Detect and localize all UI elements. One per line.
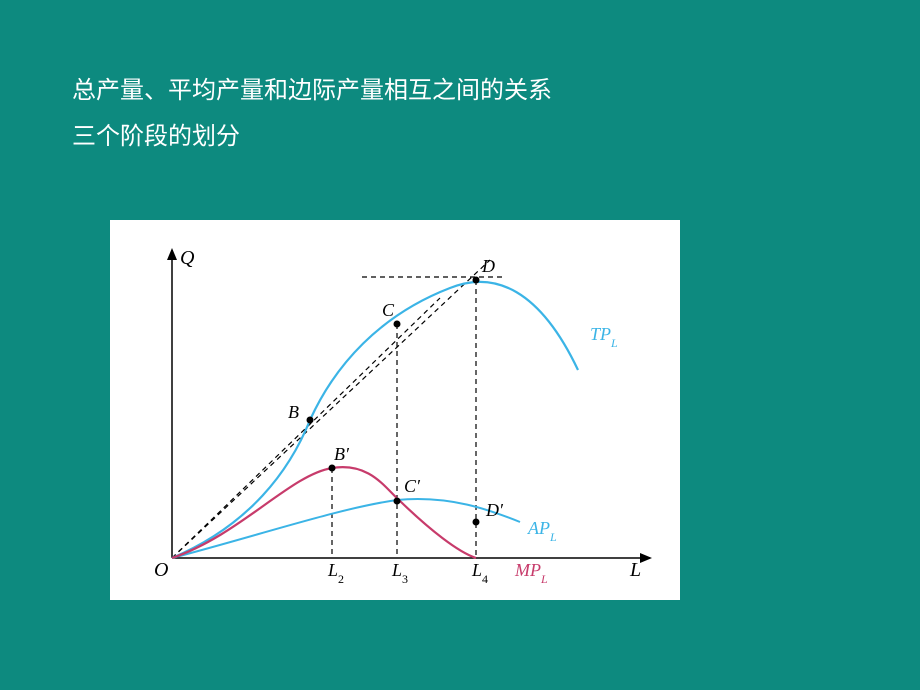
svg-text:B: B (288, 402, 299, 422)
production-chart: B C D B′ C′ D′ Q L O L2 L3 L4 TPL APL MPL (110, 220, 680, 600)
svg-text:C′: C′ (404, 476, 421, 496)
x-tick-labels: L2 L3 L4 (327, 560, 488, 586)
curve-tp (172, 282, 578, 558)
svg-text:D′: D′ (485, 500, 504, 520)
curve-labels: TPL APL MPL (514, 324, 618, 586)
svg-text:L4: L4 (471, 560, 488, 586)
svg-text:C: C (382, 300, 395, 320)
x-axis-label: L (629, 559, 641, 581)
svg-text:APL: APL (527, 518, 557, 544)
curve-mp (172, 467, 476, 558)
vertical-guides (332, 280, 476, 558)
svg-text:MPL: MPL (514, 560, 548, 586)
svg-text:B′: B′ (334, 444, 350, 464)
origin-label: O (154, 559, 168, 581)
chart-svg: B C D B′ C′ D′ Q L O L2 L3 L4 TPL APL MPL (110, 220, 680, 600)
marked-points: B C D B′ C′ D′ (288, 256, 504, 526)
axes (167, 248, 652, 563)
slide-title: 总产量、平均产量和边际产量相互之间的关系 三个阶段的划分 (72, 68, 552, 159)
svg-text:TPL: TPL (590, 324, 618, 350)
y-axis-label: Q (180, 247, 195, 269)
svg-text:D: D (481, 256, 495, 276)
svg-text:L3: L3 (391, 560, 408, 586)
title-line-2: 三个阶段的划分 (72, 114, 552, 160)
title-line-1: 总产量、平均产量和边际产量相互之间的关系 (72, 68, 552, 114)
svg-text:L2: L2 (327, 560, 344, 586)
